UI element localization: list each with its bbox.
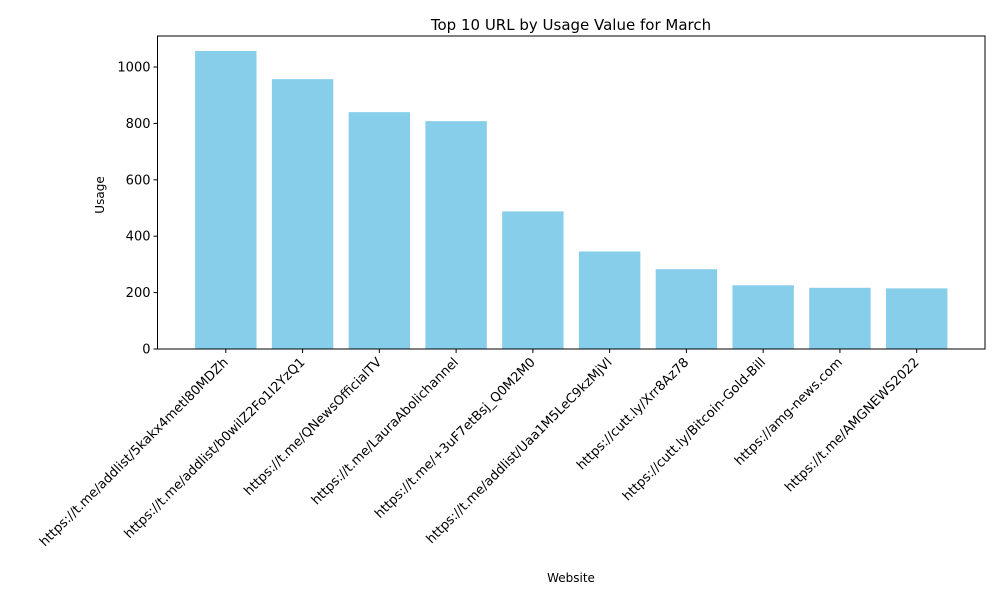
x-tick-label: https://t.me/+3uF7etBsj_Q0M2M0 [372, 355, 538, 521]
bar-9 [809, 287, 871, 349]
y-tick-label: 1000 [117, 61, 150, 76]
bar-10 [885, 288, 948, 349]
bar-2 [271, 79, 334, 349]
bar-7 [655, 269, 718, 349]
y-tick-label: 400 [126, 230, 151, 245]
x-tick-label: https://t.me/LauraAbolichannel [309, 355, 462, 508]
y-tick-label: 0 [142, 343, 150, 358]
bar-3 [348, 112, 411, 349]
y-tick-label: 800 [126, 117, 151, 132]
chart-title: Top 10 URL by Usage Value for March [430, 16, 711, 34]
bar-6 [578, 251, 641, 349]
plot-frame [157, 35, 986, 350]
y-axis: 0 200 400 600 800 1000 [117, 61, 158, 358]
y-tick-label: 600 [126, 173, 151, 188]
x-tick-label: https://t.me/AMGNEWS2022 [782, 355, 922, 495]
y-tick-label: 200 [126, 286, 151, 301]
bars-group [195, 50, 948, 350]
bar-1 [195, 50, 257, 350]
x-axis-label: Website [547, 571, 595, 585]
bar-5 [502, 211, 564, 349]
bar-4 [425, 121, 487, 349]
bar-8 [732, 285, 794, 349]
y-axis-label: Usage [93, 176, 107, 213]
x-axis: https://t.me/addlist/5kakx4metl80MDZhhtt… [37, 349, 923, 550]
x-tick-label: https://cutt.ly/Bitcoin-Gold-Bill [620, 355, 769, 504]
x-tick-label: https://t.me/QNewsOfficialTV [241, 355, 385, 499]
